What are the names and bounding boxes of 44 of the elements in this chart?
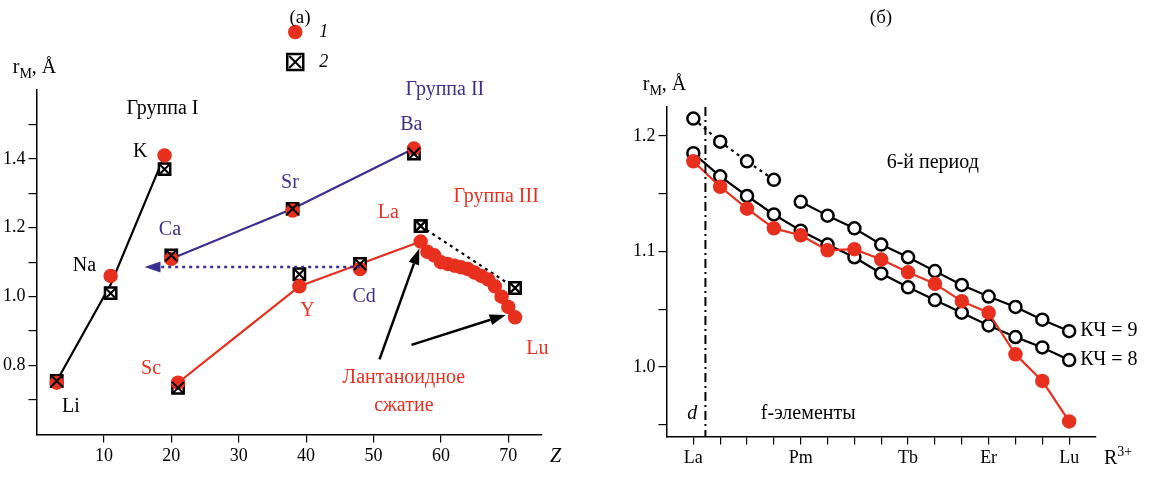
y-tick-label: 1.2 [3,216,26,237]
y-tick-label: 1.1 [633,240,656,261]
x-tick-label: 70 [499,444,518,465]
annotation: Группа I [126,96,199,120]
annotation: Лантаноидное сжатие [342,364,466,415]
x-tick-label: 60 [431,444,450,465]
annotation: d [687,400,699,423]
x-tick-label: La [683,446,703,467]
chart-title: (а) [289,5,311,28]
annotation: Ba [400,111,423,134]
y-tick-label: 1.2 [633,124,656,145]
y-tick-label: 1.0 [3,285,26,306]
annotation: Группа III [453,184,539,208]
y-tick-label: 1.4 [3,147,26,168]
y-tick-label: 0.8 [3,354,26,375]
annotation: Lu [526,335,549,358]
annotation: f-элементы [760,400,856,423]
annotation: 6-й период [886,150,979,174]
x-tick-label: Er [980,446,998,467]
x-tick-label: Pm [788,446,813,467]
annotation: Ca [158,216,182,239]
series-label: КЧ = 8 [1080,347,1138,370]
annotation: Cd [352,283,376,306]
legend-label: 2 [319,50,329,71]
chart-title: (б) [869,5,893,28]
annotation: Na [72,252,97,275]
series-label: КЧ = 9 [1080,318,1138,341]
y-tick-label: 1.0 [633,355,656,376]
annotation: K [133,139,149,162]
x-axis-title: Z [550,443,562,466]
annotation: Sc [141,356,162,379]
annotation: Li [61,394,81,417]
x-tick-label: 50 [364,444,383,465]
annotation: Группа II [405,77,485,101]
x-tick-label: Lu [1059,446,1080,467]
annotation: Sr [281,170,300,193]
x-tick-label: Tb [898,446,919,467]
x-tick-label: 40 [297,444,316,465]
annotation: La [377,199,399,222]
x-tick-label: 10 [94,444,113,465]
x-tick-label: 20 [162,444,181,465]
legend-label: 1 [319,20,329,41]
annotation: Y [300,297,315,320]
x-tick-label: 30 [229,444,248,465]
